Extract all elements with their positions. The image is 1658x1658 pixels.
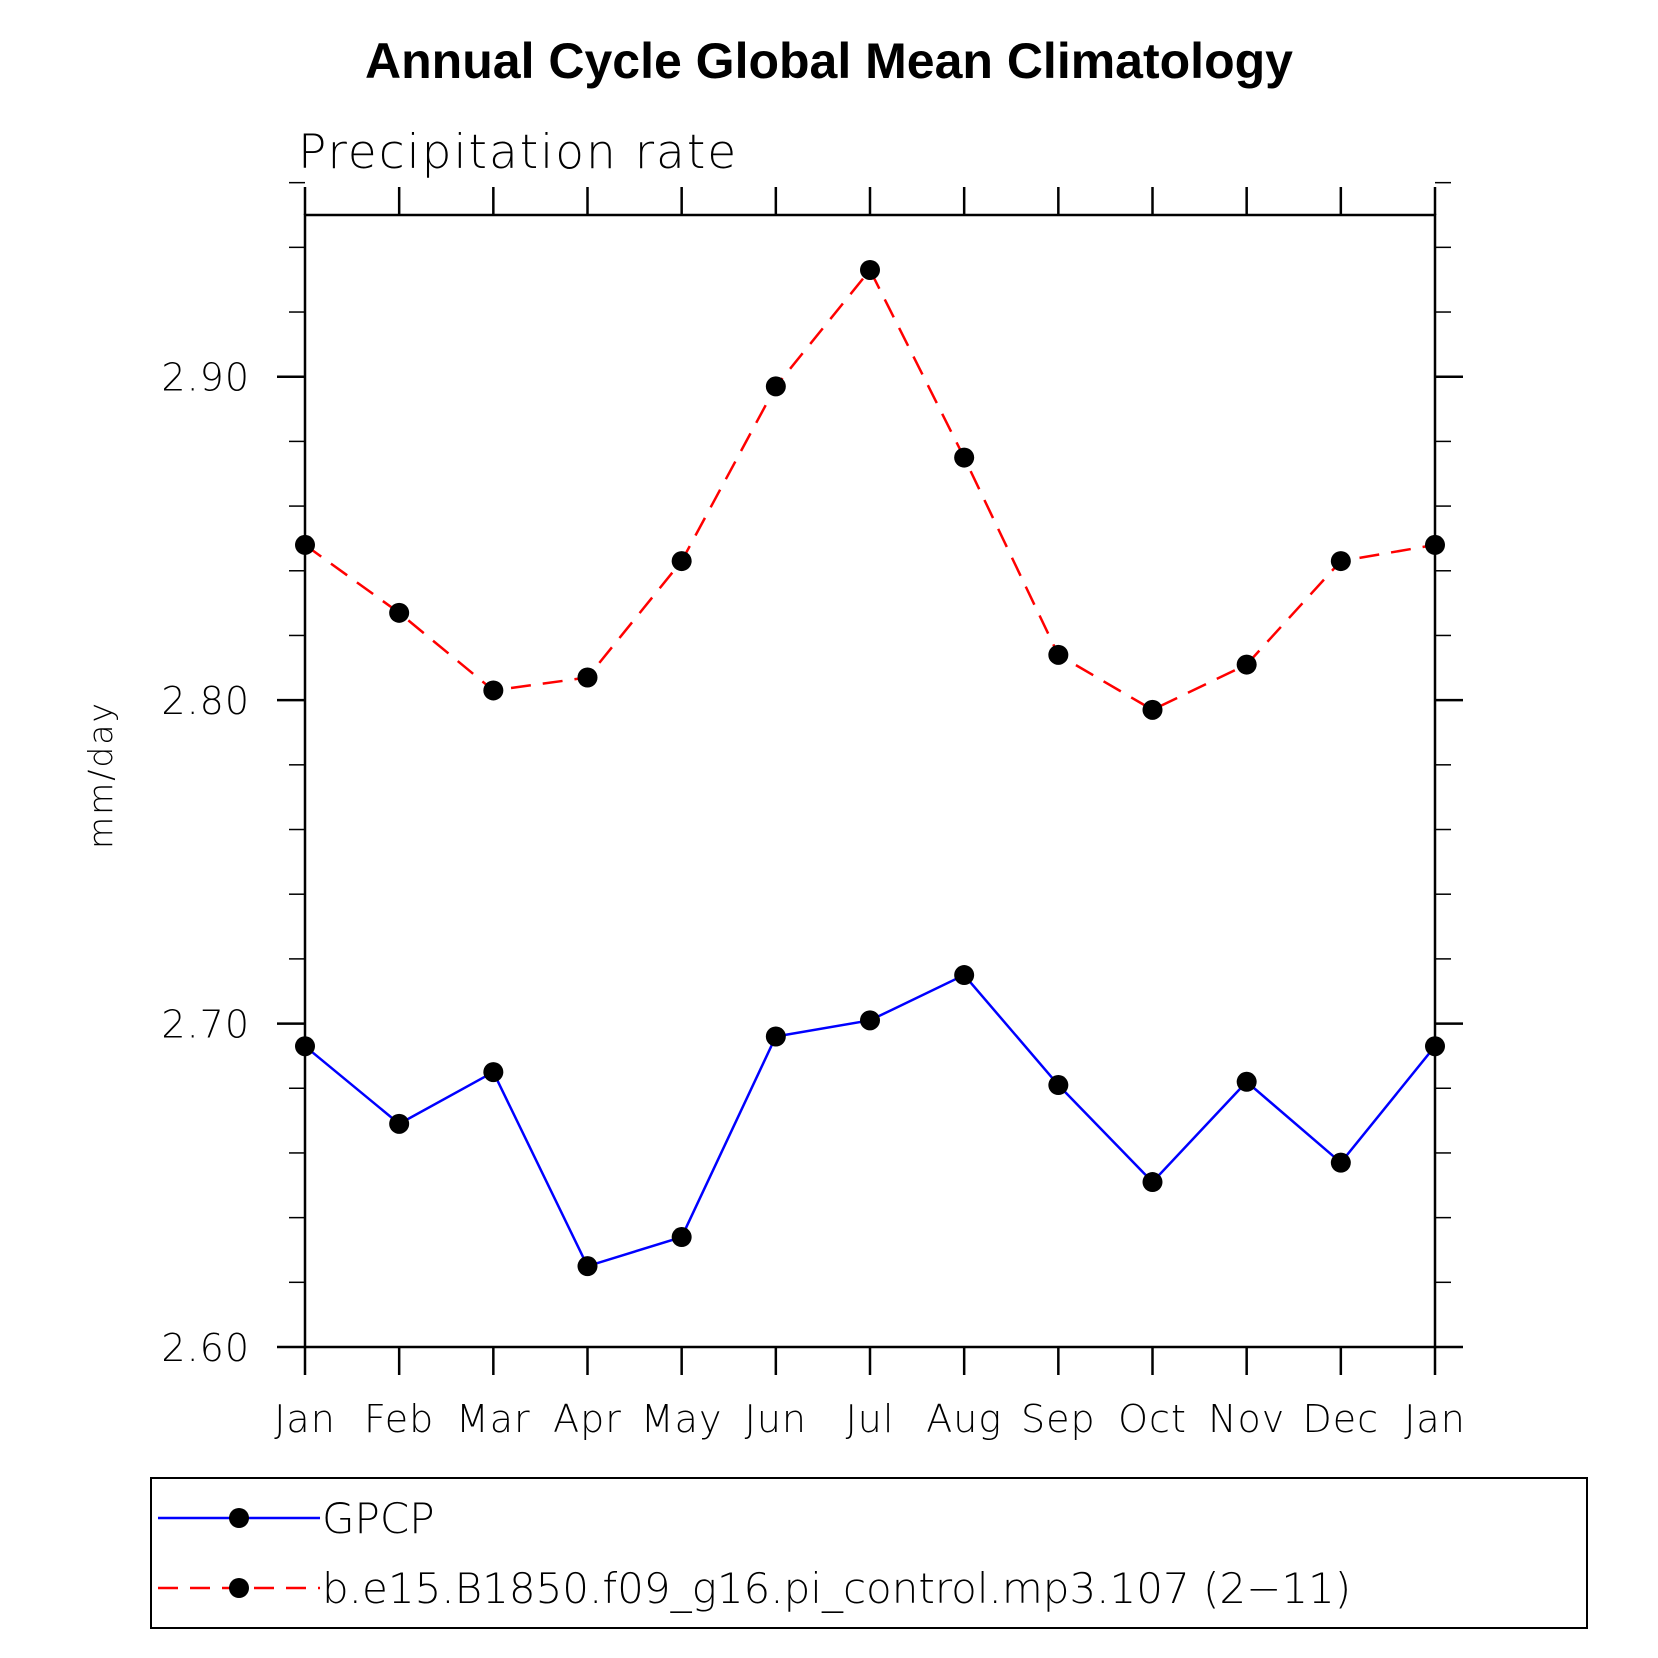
x-tick-label: Nov [1208,1397,1285,1441]
x-tick-label: Feb [364,1397,434,1441]
data-point [295,1036,315,1057]
data-point [1330,551,1351,572]
data-point [765,1026,786,1047]
chart-subtitle: Precipitation rate [298,125,738,180]
data-point [483,680,504,701]
data-point [1236,654,1257,675]
data-point [860,1010,880,1031]
series-layer [295,259,1445,1277]
data-point [577,667,598,688]
data-point [954,965,975,986]
data-point [483,1062,504,1083]
x-tick-label: May [641,1397,723,1441]
data-point [1142,1172,1163,1193]
y-tick-label: 2.60 [161,1326,250,1370]
data-point [1048,1075,1069,1096]
data-point [295,534,315,555]
data-point [1048,644,1069,665]
x-tick-label: Aug [926,1397,1002,1441]
chart-title: Annual Cycle Global Mean Climatology [365,33,1293,89]
data-point [389,602,410,623]
x-tick-label: Dec [1303,1397,1380,1441]
data-point [1142,699,1163,720]
data-point [1425,1036,1445,1057]
x-tick-label: Jan [1404,1397,1466,1441]
y-tick-label: 2.70 [161,1003,250,1047]
data-point [1425,534,1445,555]
legend: GPCP b.e15.B1850.f09_g16.pi_control.mp3.1… [150,1477,1588,1629]
data-point [1330,1152,1351,1173]
data-point [954,447,975,468]
legend-box [150,1477,1588,1629]
series-line [304,267,1436,712]
legend-label: b.e15.B1850.f09_g16.pi_control.mp3.107 (… [322,1564,1351,1613]
data-point [860,259,880,280]
x-tick-label: Sep [1021,1397,1096,1441]
x-tick-label: Jun [745,1397,807,1441]
plot-frame [303,213,1437,1349]
x-tick-label: Oct [1118,1397,1187,1441]
data-point [671,551,692,572]
legend-marker [229,1578,249,1598]
data-point [389,1113,410,1134]
series-1 [295,965,1445,1277]
legend-label: GPCP [322,1494,435,1543]
x-tick-label: Jul [846,1397,895,1441]
data-point [1236,1071,1257,1092]
legend-marker [229,1508,249,1528]
x-tick-label: Mar [456,1397,531,1441]
x-tick-label: Apr [553,1397,622,1441]
y-axis-label: mm/day [81,701,120,849]
series-2 [295,259,1445,720]
data-point [765,376,786,397]
y-tick-label: 2.90 [161,356,250,400]
data-point [671,1227,692,1248]
axes: Jan Feb Mar Apr May Jun Jul Aug Sep Oct Nov Dec Jan 2… [161,181,1466,1441]
data-point [577,1256,598,1277]
y-tick-label: 2.80 [161,679,250,723]
x-tick-label: Jan [274,1397,336,1441]
